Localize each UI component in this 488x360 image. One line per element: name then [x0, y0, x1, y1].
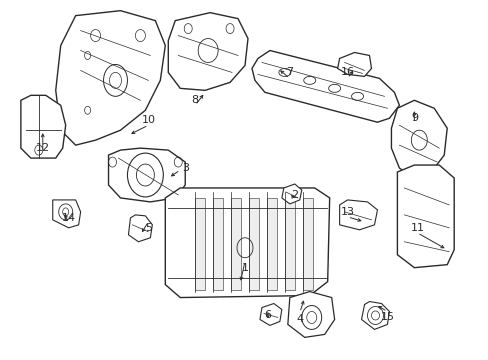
Polygon shape — [21, 95, 65, 158]
Text: 15: 15 — [380, 312, 394, 323]
Text: 2: 2 — [291, 190, 298, 200]
Polygon shape — [266, 198, 276, 289]
Polygon shape — [230, 198, 241, 289]
Text: 11: 11 — [409, 223, 424, 233]
Text: 6: 6 — [264, 310, 271, 320]
Polygon shape — [168, 13, 247, 90]
Polygon shape — [213, 198, 223, 289]
Polygon shape — [56, 11, 165, 145]
Polygon shape — [248, 198, 259, 289]
Text: 3: 3 — [182, 163, 188, 173]
Text: 14: 14 — [61, 213, 76, 223]
Polygon shape — [128, 215, 152, 242]
Text: 12: 12 — [36, 143, 50, 153]
Polygon shape — [339, 200, 377, 230]
Polygon shape — [281, 184, 301, 204]
Polygon shape — [337, 53, 371, 76]
Polygon shape — [195, 198, 205, 289]
Polygon shape — [390, 100, 447, 178]
Text: 5: 5 — [144, 223, 152, 233]
Polygon shape — [165, 188, 329, 298]
Text: 10: 10 — [141, 115, 155, 125]
Polygon shape — [260, 303, 281, 325]
Polygon shape — [108, 148, 185, 202]
Text: 16: 16 — [340, 67, 354, 77]
Polygon shape — [302, 198, 312, 289]
Text: 13: 13 — [340, 207, 354, 217]
Polygon shape — [361, 302, 388, 329]
Polygon shape — [397, 165, 453, 268]
Text: 8: 8 — [191, 95, 198, 105]
Text: 9: 9 — [410, 113, 417, 123]
Polygon shape — [251, 50, 399, 122]
Polygon shape — [53, 200, 81, 228]
Polygon shape — [287, 292, 334, 337]
Polygon shape — [285, 198, 294, 289]
Text: 1: 1 — [241, 263, 248, 273]
Text: 4: 4 — [296, 314, 303, 324]
Text: 7: 7 — [285, 67, 293, 77]
